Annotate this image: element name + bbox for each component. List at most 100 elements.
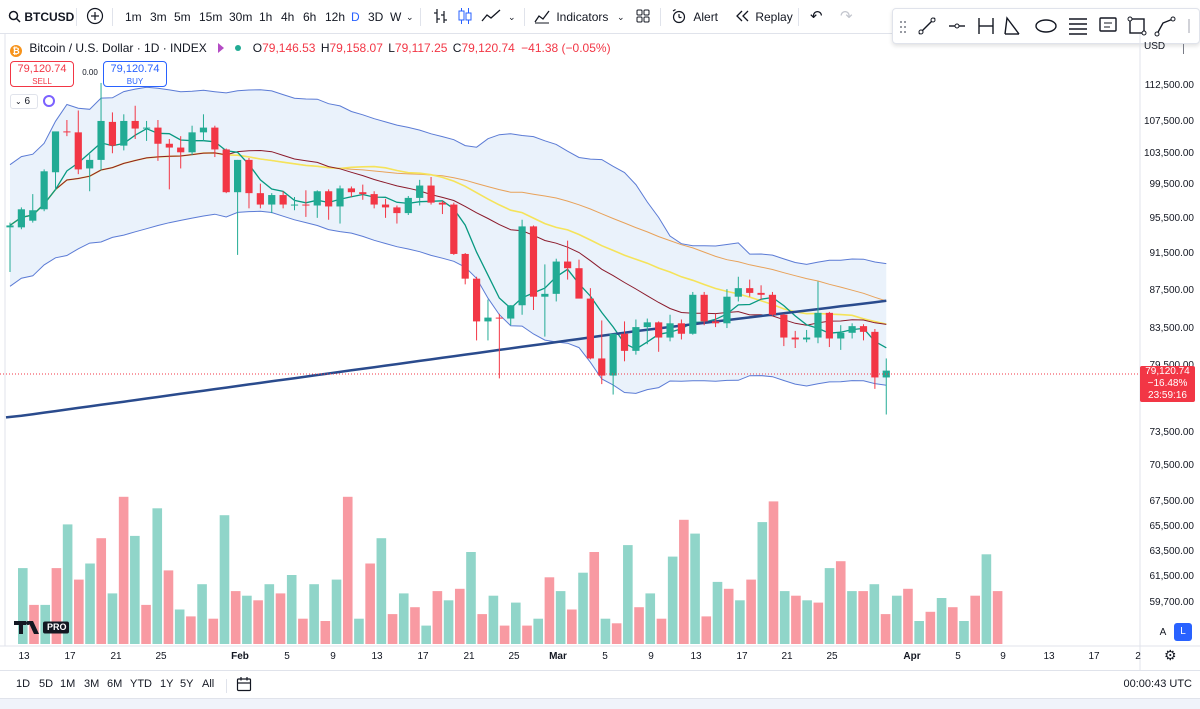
range-1m[interactable]: 1M [60, 678, 76, 690]
volume-bars [18, 496, 1003, 644]
path-icon[interactable] [1154, 16, 1176, 37]
price-tick-label: 67,500.00 [1149, 496, 1195, 507]
interval-30m[interactable]: 30m [229, 10, 253, 24]
compare-add-button[interactable] [86, 6, 104, 28]
buy-button[interactable]: 79,120.74 BUY [103, 61, 167, 87]
date-range-icon[interactable] [978, 18, 994, 34]
candle-body [643, 322, 651, 328]
candle-body [882, 370, 890, 378]
candle [848, 323, 856, 339]
templates-button[interactable] [636, 6, 650, 28]
indicators-dropdown[interactable]: ⌄ [617, 6, 625, 28]
candle [723, 289, 731, 329]
rewind-icon [736, 10, 749, 22]
volume-bar [342, 496, 353, 644]
volume-bar [813, 602, 824, 644]
goto-date-button[interactable] [236, 676, 252, 695]
candle [222, 148, 230, 194]
line-style-button[interactable] [481, 6, 501, 28]
symbol-search[interactable]: BTCUSD [8, 6, 74, 28]
indicators-toggle[interactable]: ⌄ 6 [10, 94, 38, 109]
close-value: 79,120.74 [461, 41, 515, 55]
candle-body [791, 337, 799, 340]
range-6m[interactable]: 6M [107, 678, 123, 690]
time-tick-label: 5 [955, 651, 961, 662]
candle-body [837, 332, 845, 339]
ellipse-icon[interactable] [1035, 19, 1057, 33]
sell-button[interactable]: 79,120.74 SELL [10, 61, 74, 87]
candle-body [17, 209, 25, 228]
chart-type-dropdown[interactable]: ⌄ [508, 6, 516, 28]
undo-button[interactable]: ↶ [810, 6, 823, 28]
volume-bar [880, 614, 891, 644]
settings-gear-icon[interactable]: ⚙ [1164, 647, 1177, 663]
candle-body [472, 278, 481, 322]
interval-1m[interactable]: 1m [125, 10, 142, 24]
redo-button[interactable]: ↷ [840, 6, 853, 28]
interval-12h[interactable]: 12h [325, 10, 346, 24]
candle-body [723, 296, 731, 324]
interval-4h[interactable]: 4h [281, 10, 295, 24]
drag-handle-icon[interactable] [900, 21, 906, 33]
candle [245, 158, 253, 209]
interval-5m[interactable]: 5m [174, 10, 191, 24]
interval-1h[interactable]: 1h [259, 10, 273, 24]
volume-bar [847, 591, 857, 644]
volume-bar [600, 618, 611, 644]
triangle-pattern-icon[interactable] [1004, 16, 1020, 35]
currency-label[interactable]: USD [1144, 41, 1166, 52]
candle [803, 329, 811, 343]
text-note-icon[interactable] [1099, 17, 1117, 32]
candle-body [108, 121, 117, 146]
volume-bar [768, 501, 779, 644]
candle-body [768, 294, 777, 315]
interval-6h[interactable]: 6h [303, 10, 317, 24]
candle-body [700, 294, 708, 322]
bottom-separator [226, 679, 227, 693]
candle-body [290, 204, 299, 206]
price-chart[interactable] [0, 34, 1200, 670]
tv-logo-mark [14, 621, 69, 634]
candle [347, 186, 355, 197]
range-1d[interactable]: 1D [16, 678, 31, 690]
chevron-down-icon: ⌄ [15, 97, 22, 106]
alert-button[interactable]: Alert [671, 6, 718, 28]
candle-body [575, 268, 583, 299]
bitcoin-icon: ₿ [10, 45, 22, 57]
range-3m[interactable]: 3M [84, 678, 100, 690]
range-5d[interactable]: 5D [39, 678, 54, 690]
fib-retracement-icon[interactable] [1069, 18, 1087, 35]
rectangle-icon[interactable] [1127, 16, 1147, 36]
replay-button[interactable]: Replay [734, 6, 793, 28]
candle [393, 205, 401, 224]
interval-d[interactable]: D [351, 10, 360, 24]
range-1y[interactable]: 1Y [160, 678, 174, 690]
range-5y[interactable]: 5Y [180, 678, 194, 690]
candle-body [689, 294, 697, 334]
interval-w[interactable]: W [390, 10, 402, 24]
candle-style-button[interactable] [458, 6, 472, 28]
auto-scale-button[interactable]: A [1159, 627, 1167, 638]
candle-body [302, 204, 310, 206]
indicators-button[interactable]: Indicators [534, 6, 608, 28]
interval-15m[interactable]: 15m [199, 10, 223, 24]
price-tick-label: 112,500.00 [1144, 80, 1194, 91]
interval-3m[interactable]: 3m [150, 10, 167, 24]
flag-icon[interactable] [218, 43, 225, 53]
trend-line-icon[interactable] [918, 17, 936, 35]
candle [564, 240, 572, 280]
chevron-down-icon: ⌄ [508, 12, 516, 22]
horizontal-ray-icon[interactable] [949, 23, 965, 29]
candle-body [552, 261, 560, 294]
utc-clock[interactable]: 00:00:43 UTC [1123, 678, 1192, 690]
interval-dropdown[interactable]: ⌄ [406, 6, 414, 28]
range-ytd[interactable]: YTD [130, 678, 152, 690]
candle-body [177, 147, 185, 153]
symbol-title[interactable]: Bitcoin / U.S. Dollar · 1D · INDEX [29, 41, 207, 55]
volume-bar [544, 577, 555, 644]
range-all[interactable]: All [202, 678, 215, 690]
candle [529, 225, 538, 310]
log-scale-button[interactable]: L [1174, 623, 1192, 641]
interval-3d[interactable]: 3D [368, 10, 384, 24]
bar-style-button[interactable] [434, 6, 448, 28]
